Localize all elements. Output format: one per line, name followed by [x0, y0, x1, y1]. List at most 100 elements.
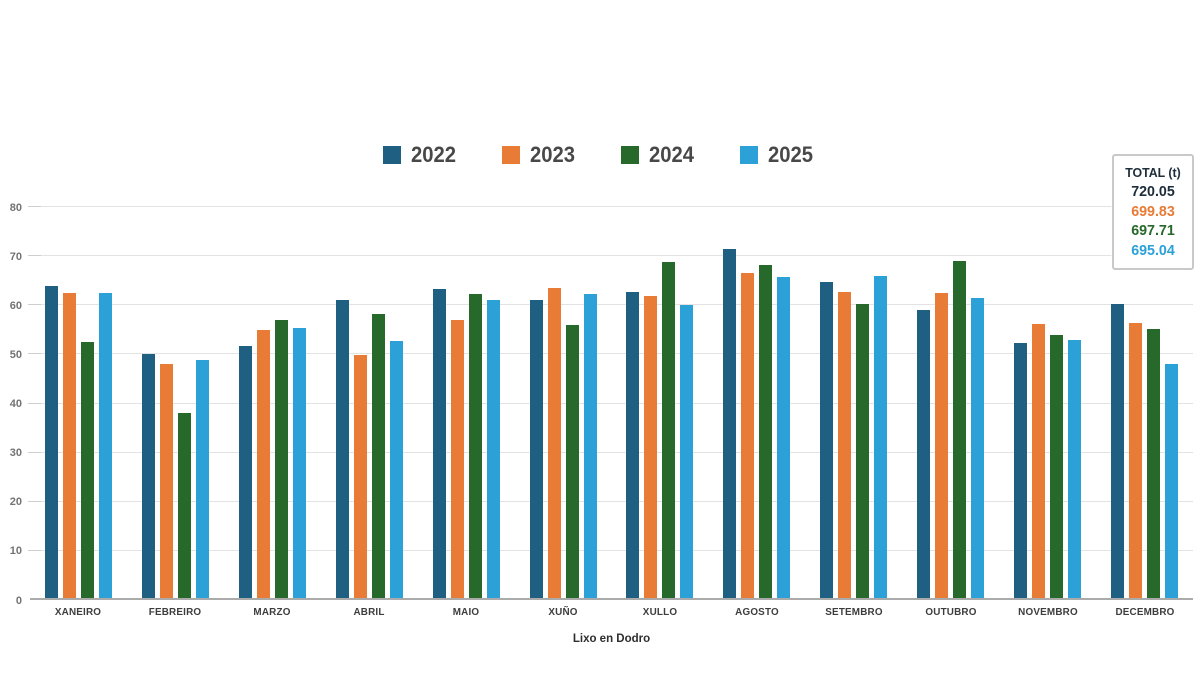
ytick-label: 20	[9, 496, 22, 509]
bar-2025-agosto	[777, 277, 791, 600]
legend-item-2025: 2025	[739, 142, 817, 168]
bar-2022-decembro	[1111, 303, 1125, 600]
bar-2022-setembro	[820, 281, 834, 600]
x-axis-baseline	[30, 598, 1193, 600]
category-label: XANEIRO	[55, 606, 102, 618]
total-box: TOTAL (t) 720.05 699.83 697.71 695.04	[1112, 154, 1194, 270]
bar-2023-agosto	[741, 273, 755, 600]
bar-2023-maio	[450, 320, 464, 600]
legend-label: 2025	[767, 142, 813, 167]
ytick-label: 10	[9, 545, 22, 558]
ytick-label: 30	[9, 447, 22, 460]
bar-group-agosto: AGOSTO	[708, 207, 805, 618]
category-label: MARZO	[253, 606, 291, 618]
bar-2025-outubro	[971, 297, 985, 600]
total-values: 720.05 699.83 697.71 695.04	[1116, 182, 1190, 260]
gridline-y50	[30, 353, 1193, 355]
category-label: OUTUBRO	[925, 606, 977, 618]
bar-2025-maio	[486, 300, 500, 600]
bar-2024-decembro	[1147, 329, 1161, 600]
ytick-mark	[28, 255, 41, 257]
bar-2022-xullo	[626, 292, 640, 600]
bar-2023-xuño	[547, 288, 561, 600]
bar-2024-marzo	[274, 320, 288, 600]
category-label: XULLO	[642, 606, 678, 618]
bar-groups: XANEIRO FEBREIRO MARZO ABRIL MAIO XUÑO XULLO AG…	[30, 207, 1193, 618]
legend-item-2023: 2023	[502, 142, 579, 168]
bar-group-febreiro: FEBREIRO	[127, 207, 224, 618]
bar-2024-xaneiro	[80, 342, 94, 600]
bar-2025-novembro	[1068, 339, 1082, 600]
total-value-2022: 720.05	[1131, 183, 1175, 200]
bar-2022-agosto	[723, 248, 737, 600]
bar-2025-marzo	[292, 328, 306, 600]
bar-2022-novembro	[1014, 342, 1028, 600]
chart-legend: 2022 2023 2024 2025	[0, 142, 1200, 168]
legend-label: 2023	[530, 142, 576, 167]
ytick-label: 60	[9, 299, 22, 312]
category-label: XUÑO	[548, 606, 578, 618]
category-label: SETEMBRO	[825, 606, 883, 618]
bar-group-outubro: OUTUBRO	[902, 207, 999, 618]
bar-2024-novembro	[1050, 334, 1064, 600]
category-label: AGOSTO	[735, 606, 779, 618]
ytick-mark	[28, 304, 41, 306]
bar-2024-xullo	[662, 262, 676, 600]
legend-swatch-icon	[621, 146, 639, 164]
ytick-label: 70	[9, 250, 22, 263]
bar-2025-decembro	[1165, 364, 1179, 600]
bar-2022-xaneiro	[44, 285, 58, 600]
gridline-y30	[30, 451, 1193, 453]
bar-2023-abril	[353, 355, 367, 600]
legend-label: 2022	[411, 142, 457, 167]
bar-2022-xuño	[529, 300, 543, 600]
bar-group-marzo: MARZO	[224, 207, 321, 618]
category-label: DECEMBRO	[1115, 606, 1175, 618]
ytick-mark	[28, 402, 41, 404]
bar-2022-marzo	[238, 345, 252, 600]
bar-2025-xuño	[583, 294, 597, 600]
gridline-y80	[30, 206, 1193, 207]
category-label: ABRIL	[353, 606, 385, 618]
gridline-y40	[30, 402, 1193, 404]
bar-2022-febreiro	[141, 354, 155, 600]
plot-area: XANEIRO FEBREIRO MARZO ABRIL MAIO XUÑO XULLO AG…	[10, 202, 1193, 645]
ytick-mark	[28, 451, 41, 453]
ytick-mark	[28, 206, 41, 207]
bar-2022-abril	[335, 300, 349, 600]
gridline-y60	[30, 304, 1193, 306]
bar-2024-abril	[371, 313, 385, 600]
category-label: NOVEMBRO	[1017, 606, 1078, 618]
bar-group-decembro: DECEMBRO	[1096, 207, 1193, 618]
bar-group-maio: MAIO	[418, 207, 515, 618]
legend-item-2024: 2024	[621, 142, 698, 168]
ytick-label: 40	[9, 398, 22, 410]
bar-2025-febreiro	[195, 360, 209, 600]
total-value-2025: 695.04	[1131, 241, 1175, 259]
bar-2022-maio	[432, 289, 446, 600]
ytick-label: 0	[15, 594, 22, 607]
category-label: FEBREIRO	[149, 606, 202, 618]
bar-2023-decembro	[1129, 323, 1143, 600]
category-label: MAIO	[452, 606, 480, 618]
bar-2023-xaneiro	[62, 292, 76, 600]
bar-2022-outubro	[917, 309, 931, 600]
bar-2024-outubro	[953, 260, 967, 600]
bar-group-setembro: SETEMBRO	[805, 207, 902, 618]
bar-2024-xuño	[565, 325, 579, 600]
bar-2023-novembro	[1032, 323, 1046, 600]
bar-2024-setembro	[856, 303, 870, 600]
bar-2023-setembro	[838, 292, 852, 600]
bar-2025-xullo	[680, 305, 694, 600]
legend-swatch-icon	[739, 146, 758, 164]
ytick-label: 50	[9, 348, 22, 361]
ytick-mark	[28, 500, 41, 502]
bar-2023-marzo	[256, 329, 270, 600]
total-value-2023: 699.83	[1131, 202, 1175, 220]
total-value-2024: 697.71	[1131, 222, 1175, 239]
gridline-y70	[30, 255, 1193, 257]
ytick-label: 80	[9, 201, 22, 214]
bar-2023-febreiro	[159, 364, 173, 600]
bar-2025-setembro	[874, 275, 888, 600]
